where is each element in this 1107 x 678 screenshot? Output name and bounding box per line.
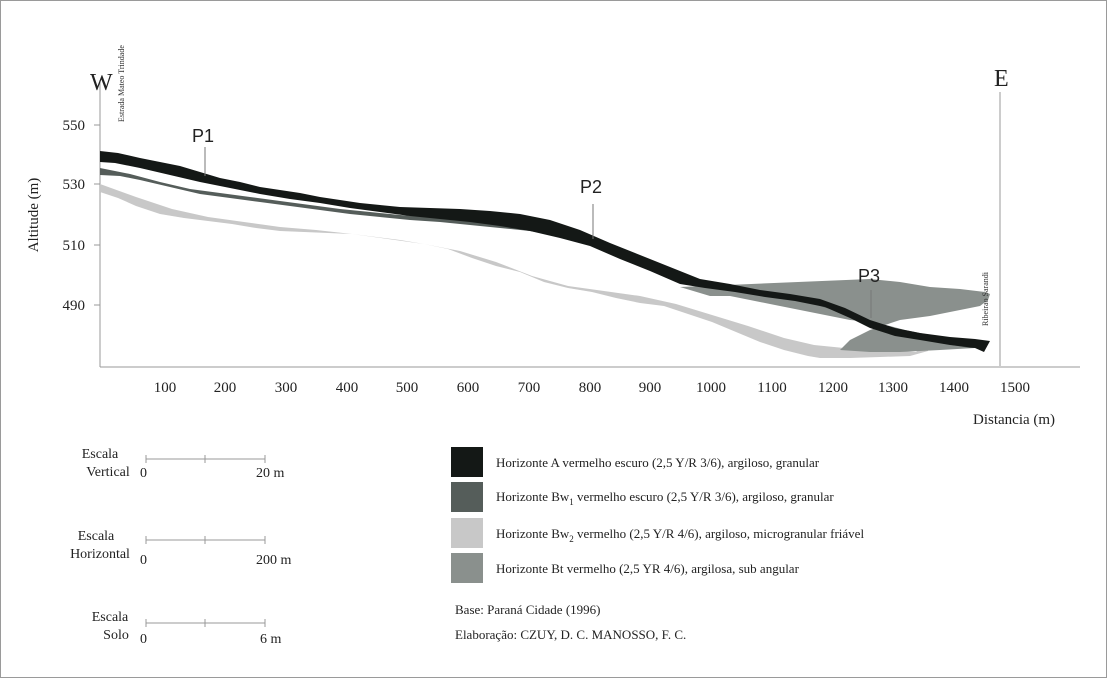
east-label: E (994, 66, 1009, 92)
y-tick-label: 510 (63, 238, 86, 254)
legend-label: Horizonte Bw1 vermelho escuro (2,5 Y/R 3… (496, 489, 834, 507)
legend-label: Horizonte Bt vermelho (2,5 YR 4/6), argi… (496, 561, 800, 576)
scale-end: 6 m (260, 632, 282, 647)
legend-label: Horizonte Bw2 vermelho (2,5 Y/R 4/6), ar… (496, 526, 864, 544)
profile-label: P3 (858, 266, 880, 286)
y-tick-label: 550 (63, 118, 86, 134)
credit-author: Elaboração: CZUY, D. C. MANOSSO, F. C. (455, 627, 686, 642)
x-tick-label: 500 (396, 380, 419, 396)
scale-start: 0 (140, 466, 147, 481)
legend-swatch-horizon-bw1 (451, 482, 483, 512)
west-label: W (90, 70, 113, 96)
x-tick-label: 1100 (757, 380, 786, 396)
profile-label: P2 (580, 177, 602, 197)
y-tick-label: 530 (63, 177, 86, 193)
scale-horizontal: Escala Horizontal 0 200 m (70, 529, 291, 568)
horizon-bw2-layer (100, 184, 929, 358)
x-tick-label: 200 (214, 380, 237, 396)
y-tick-marks (94, 124, 100, 306)
x-tick-label: 1200 (818, 380, 848, 396)
x-tick-label: 800 (579, 380, 602, 396)
credit-base: Base: Paraná Cidade (1996) (455, 602, 600, 617)
legend-swatch-horizon-bt (451, 553, 483, 583)
soil-layers (100, 151, 990, 358)
scale-end: 200 m (256, 553, 292, 568)
y-axis-title: Altitude (m) (26, 178, 42, 253)
scale-end: 20 m (256, 466, 285, 481)
x-tick-label: 1300 (878, 380, 908, 396)
y-tick-label: 490 (63, 298, 86, 314)
stream-label: Ribeirao Sarandi (981, 271, 990, 326)
profile-p2: P2 (580, 177, 602, 239)
legend-swatch-horizon-a (451, 447, 483, 477)
legend-item: Horizonte Bt vermelho (2,5 YR 4/6), argi… (451, 553, 800, 583)
x-tick-label: 300 (275, 380, 298, 396)
profile-p1: P1 (192, 126, 214, 176)
scale-soil: Escala Solo 0 6 m (92, 610, 282, 647)
road-label: Estrada Mateo Trindade (117, 45, 126, 122)
scale-vertical: Escala Vertical 0 20 m (82, 447, 285, 481)
legend-item: Horizonte Bw1 vermelho escuro (2,5 Y/R 3… (451, 482, 834, 512)
scale-start: 0 (140, 632, 147, 647)
x-tick-label: 600 (457, 380, 480, 396)
legend: Horizonte A vermelho escuro (2,5 Y/R 3/6… (451, 447, 864, 583)
profile-label: P1 (192, 126, 214, 146)
x-tick-label: 100 (154, 380, 177, 396)
legend-item: Horizonte A vermelho escuro (2,5 Y/R 3/6… (451, 447, 820, 477)
x-tick-label: 700 (518, 380, 541, 396)
scale-start: 0 (140, 553, 147, 568)
scale-title: Horizontal (70, 547, 130, 562)
profile-p3: P3 (858, 266, 880, 318)
legend-swatch-horizon-bw2 (451, 518, 483, 548)
scale-title: Escala (82, 447, 119, 462)
scale-title: Vertical (86, 465, 130, 480)
scale-title: Escala (78, 529, 115, 544)
legend-label: Horizonte A vermelho escuro (2,5 Y/R 3/6… (496, 455, 820, 470)
x-tick-label: 1500 (1000, 380, 1030, 396)
legend-item: Horizonte Bw2 vermelho (2,5 Y/R 4/6), ar… (451, 518, 864, 548)
horizon-a-layer (100, 151, 990, 352)
x-tick-label: 900 (639, 380, 662, 396)
scale-title: Escala (92, 610, 129, 625)
horizon-bw1-layer (100, 168, 985, 348)
x-tick-label: 400 (336, 380, 359, 396)
scale-title: Solo (103, 628, 129, 643)
x-axis-title: Distancia (m) (973, 412, 1055, 428)
x-tick-label: 1400 (939, 380, 969, 396)
x-tick-label: 1000 (696, 380, 726, 396)
